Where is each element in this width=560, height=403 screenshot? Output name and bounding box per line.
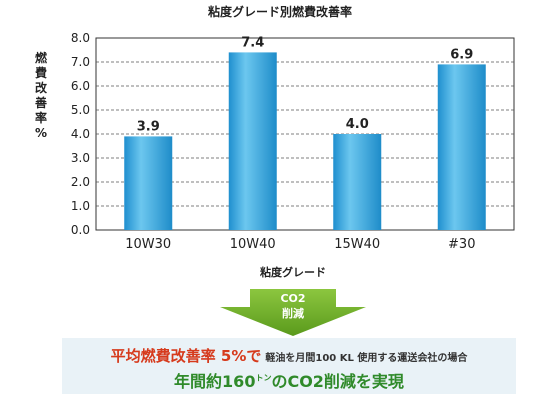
co2-reduction-arrow: CO2 削減 <box>220 289 366 336</box>
y-tick-label: 5.0 <box>71 103 90 117</box>
bar-10W40 <box>228 52 277 231</box>
y-tick-label: 8.0 <box>71 31 90 45</box>
result-line-2: 年間約160トンのCO2削減を実現 <box>62 368 516 392</box>
bar-15W40 <box>333 134 382 230</box>
condition-text: 軽油を月間100 KL 使用する運送会社の場合 <box>265 353 468 364</box>
x-tick-labels: 10W30 10W40 15W40 #30 <box>125 237 475 252</box>
result-line-1: 平均燃費改善率 5%で 軽油を月間100 KL 使用する運送会社の場合 <box>62 345 516 366</box>
x-tick-label: #30 <box>448 237 475 252</box>
y-tick-label: 7.0 <box>71 55 90 69</box>
arrow-label-co2: CO2 <box>280 292 305 305</box>
y-tick-labels: 0.0 1.0 2.0 3.0 4.0 5.0 6.0 7.0 8.0 <box>71 31 90 237</box>
bar-value-label: 7.4 <box>241 35 264 50</box>
y-axis-label-char: 率 <box>35 110 47 125</box>
y-axis-label-char: 燃 <box>35 50 48 65</box>
y-axis-label-char: 善 <box>35 95 47 110</box>
x-tick-label: 10W40 <box>230 237 276 252</box>
y-tick-label: 1.0 <box>71 199 90 213</box>
bar-value-label: 3.9 <box>137 119 160 134</box>
y-tick-label: 4.0 <box>71 127 90 141</box>
y-tick-label: 3.0 <box>71 151 90 165</box>
co2-reduction-text: のCO2削減を実現 <box>271 372 404 391</box>
y-axis-label-char: 改 <box>35 80 48 95</box>
bar-value-label: 4.0 <box>346 117 369 132</box>
chart-title: 粘度グレード別燃費改善率 <box>208 4 352 19</box>
x-axis-label: 粘度グレード <box>260 265 326 279</box>
average-improvement-text: 平均燃費改善率 5%で <box>110 347 262 365</box>
annual-amount-text: 年間約160 <box>174 372 256 391</box>
arrow-label-reduction: 削減 <box>282 306 304 320</box>
y-axis-label-char: % <box>35 126 47 140</box>
result-box: 平均燃費改善率 5%で 軽油を月間100 KL 使用する運送会社の場合 年間約16… <box>62 338 516 394</box>
bar-value-labels: 3.9 7.4 4.0 6.9 <box>137 35 474 134</box>
x-tick-label: 10W30 <box>125 237 171 252</box>
y-tick-label: 2.0 <box>71 175 90 189</box>
y-tick-label: 6.0 <box>71 79 90 93</box>
y-tick-label: 0.0 <box>71 223 90 237</box>
y-axis-label: 燃費改善率% <box>35 50 48 140</box>
x-tick-label: 15W40 <box>334 237 380 252</box>
bar-series <box>124 52 486 231</box>
arrow-shape <box>220 289 366 336</box>
bar-value-label: 6.9 <box>450 47 473 62</box>
bar-#30 <box>437 64 486 231</box>
y-axis-label-char: 費 <box>35 65 47 80</box>
ton-unit-text: トン <box>255 373 272 383</box>
bar-10W30 <box>124 136 173 230</box>
